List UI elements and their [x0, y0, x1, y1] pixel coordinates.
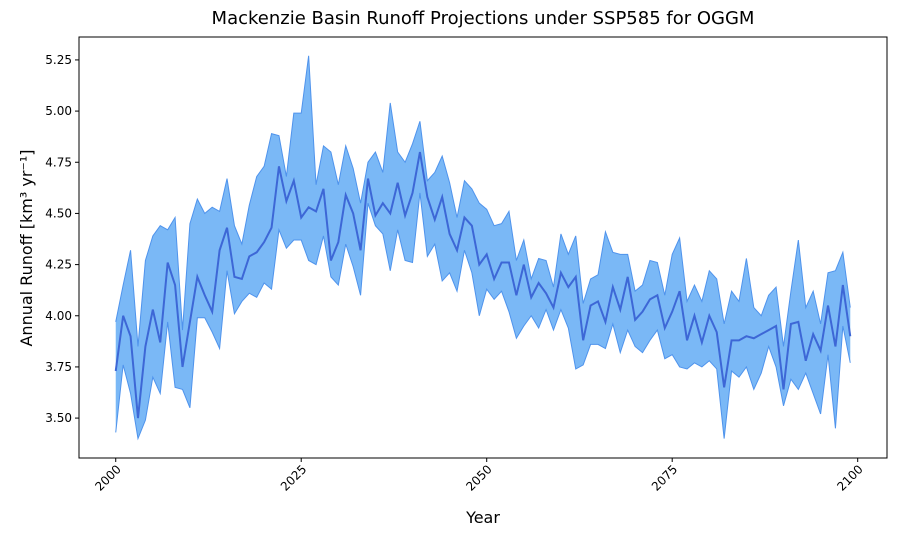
chart-title: Mackenzie Basin Runoff Projections under… — [212, 8, 755, 29]
y-tick-label: 4.75 — [45, 155, 72, 169]
mean-line — [114, 151, 852, 419]
x-tick-label: 2075 — [649, 462, 680, 493]
x-tick-label: 2050 — [463, 462, 494, 493]
y-tick-label: 4.00 — [45, 309, 72, 323]
y-tick-label: 5.00 — [45, 104, 72, 118]
y-tick-label: 3.75 — [45, 360, 72, 374]
y-tick-label: 4.25 — [45, 258, 72, 272]
x-tick-label: 2025 — [278, 462, 309, 493]
band-upper-edge — [115, 55, 851, 347]
y-tick-label: 4.50 — [45, 206, 72, 220]
y-tick-label: 5.25 — [45, 53, 72, 67]
y-axis-label: Annual Runoff [km³ yr⁻¹] — [17, 149, 36, 346]
plot-frame — [78, 36, 888, 459]
y-tick-label: 3.50 — [45, 411, 72, 425]
x-tick-label: 2100 — [834, 462, 865, 493]
band-lower-edge — [115, 192, 851, 441]
x-tick-label: 2000 — [92, 462, 123, 493]
uncertainty-band — [115, 55, 851, 439]
x-axis-label: Year — [465, 508, 500, 527]
